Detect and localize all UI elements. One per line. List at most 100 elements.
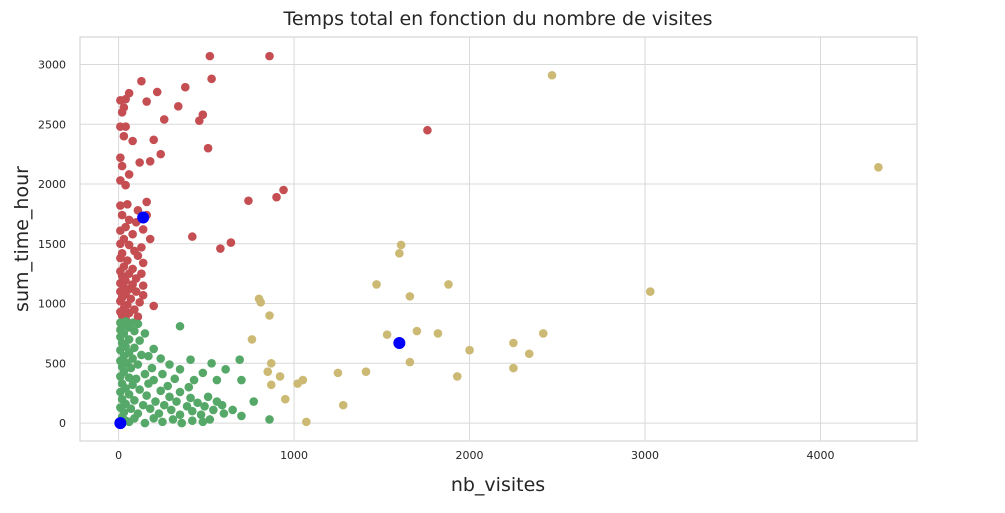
data-point-cluster-green bbox=[126, 363, 136, 373]
data-point-cluster-green bbox=[144, 379, 153, 388]
data-point-cluster-green bbox=[135, 385, 144, 394]
data-point-cluster-green bbox=[168, 415, 178, 424]
data-point-cluster-yellow bbox=[538, 329, 548, 338]
data-point-cluster-green bbox=[149, 344, 158, 354]
data-point-cluster-red bbox=[116, 153, 125, 163]
data-point-cluster-green bbox=[237, 411, 246, 421]
data-point-cluster-yellow bbox=[547, 70, 557, 80]
data-point-cluster-yellow bbox=[256, 298, 266, 307]
data-point-cluster-green bbox=[188, 416, 197, 425]
data-point-cluster-red bbox=[138, 281, 148, 290]
data-point-cluster-red bbox=[124, 269, 134, 278]
data-point-cluster-yellow bbox=[509, 363, 518, 373]
data-point-cluster-red bbox=[265, 51, 274, 61]
data-point-cluster-red bbox=[124, 170, 134, 179]
data-point-cluster-red bbox=[116, 201, 125, 210]
data-point-cluster-green bbox=[177, 418, 187, 428]
data-point-cluster-yellow bbox=[444, 280, 453, 289]
data-point-cluster-red bbox=[116, 226, 125, 235]
data-point-cluster-green bbox=[140, 418, 150, 428]
data-point-cluster-red bbox=[116, 253, 125, 263]
data-point-cluster-red bbox=[149, 301, 158, 311]
data-point-cluster-red bbox=[145, 157, 155, 166]
data-point-cluster-green bbox=[142, 391, 151, 400]
data-point-cluster-green bbox=[175, 387, 185, 397]
centroid-point bbox=[137, 211, 150, 224]
data-point-cluster-green bbox=[124, 335, 134, 344]
data-point-cluster-red bbox=[145, 234, 155, 244]
data-point-cluster-red bbox=[272, 192, 281, 202]
data-point-cluster-red bbox=[138, 258, 148, 268]
data-point-cluster-green bbox=[151, 397, 160, 406]
data-point-cluster-yellow bbox=[645, 287, 655, 296]
data-point-cluster-yellow bbox=[263, 367, 273, 376]
y-tick-label: 1500 bbox=[38, 238, 66, 251]
data-point-cluster-red bbox=[135, 158, 144, 167]
data-point-cluster-green bbox=[193, 398, 202, 408]
x-tick-label: 1000 bbox=[280, 449, 308, 462]
data-point-cluster-red bbox=[207, 74, 216, 84]
data-point-cluster-red bbox=[117, 161, 127, 171]
data-point-cluster-red bbox=[121, 94, 130, 104]
data-point-cluster-green bbox=[170, 374, 180, 384]
data-point-cluster-yellow bbox=[247, 335, 257, 344]
data-point-cluster-red bbox=[205, 51, 215, 61]
data-point-cluster-green bbox=[130, 396, 139, 405]
y-axis-title: sum_time_hour bbox=[11, 166, 33, 312]
data-point-cluster-yellow bbox=[275, 372, 285, 381]
data-point-cluster-yellow bbox=[452, 372, 462, 381]
data-point-cluster-red bbox=[116, 296, 125, 306]
data-point-cluster-yellow bbox=[281, 394, 290, 404]
data-point-cluster-red bbox=[117, 210, 127, 220]
data-point-cluster-green bbox=[205, 415, 215, 424]
data-point-cluster-green bbox=[249, 397, 259, 406]
data-point-cluster-green bbox=[198, 368, 208, 378]
data-point-cluster-green bbox=[147, 363, 157, 373]
data-point-cluster-green bbox=[221, 364, 230, 374]
data-point-cluster-green bbox=[203, 392, 213, 402]
y-tick-label: 3000 bbox=[38, 58, 66, 71]
chart-title: Temps total en fonction du nombre de vis… bbox=[282, 8, 712, 30]
data-point-cluster-red bbox=[279, 185, 288, 195]
data-point-cluster-yellow bbox=[396, 240, 406, 250]
x-tick-label: 2000 bbox=[456, 449, 484, 462]
data-point-cluster-red bbox=[149, 135, 158, 145]
data-point-cluster-green bbox=[189, 375, 199, 385]
data-point-cluster-green bbox=[217, 400, 227, 410]
data-point-cluster-green bbox=[138, 400, 148, 410]
data-point-cluster-green bbox=[228, 405, 237, 415]
data-point-cluster-red bbox=[124, 215, 134, 225]
centroid-point bbox=[393, 336, 406, 349]
data-point-cluster-red bbox=[226, 238, 236, 247]
data-point-cluster-green bbox=[186, 355, 195, 365]
data-point-cluster-red bbox=[180, 82, 190, 92]
data-point-cluster-green bbox=[175, 321, 185, 331]
plot-area bbox=[79, 36, 918, 442]
data-point-cluster-yellow bbox=[524, 349, 534, 359]
tick-labels: 0 1000 2000 3000 4000 0 500 1000 1500 2000 2500 300… bbox=[38, 58, 834, 462]
data-point-cluster-green bbox=[175, 364, 185, 374]
data-point-cluster-green bbox=[144, 351, 153, 361]
data-point-cluster-green bbox=[235, 355, 244, 365]
data-point-cluster-green bbox=[124, 390, 134, 399]
data-point-cluster-green bbox=[198, 417, 208, 427]
data-point-cluster-red bbox=[124, 240, 134, 250]
grid bbox=[80, 37, 917, 441]
y-tick-label: 0 bbox=[59, 417, 66, 430]
data-point-cluster-green bbox=[149, 413, 158, 423]
data-point-cluster-red bbox=[133, 251, 143, 261]
data-point-cluster-yellow bbox=[412, 326, 422, 336]
data-point-cluster-green bbox=[163, 381, 173, 391]
data-point-cluster-green bbox=[133, 360, 143, 369]
data-point-cluster-green bbox=[140, 369, 150, 379]
data-point-cluster-green bbox=[165, 392, 174, 402]
data-point-cluster-yellow bbox=[509, 338, 518, 348]
data-point-cluster-red bbox=[137, 243, 146, 252]
data-point-cluster-red bbox=[156, 149, 166, 159]
data-point-cluster-yellow bbox=[333, 368, 343, 378]
data-point-cluster-red bbox=[138, 290, 148, 300]
y-tick-label: 2000 bbox=[38, 178, 66, 191]
data-point-cluster-red bbox=[244, 196, 253, 206]
data-point-cluster-green bbox=[124, 373, 134, 382]
